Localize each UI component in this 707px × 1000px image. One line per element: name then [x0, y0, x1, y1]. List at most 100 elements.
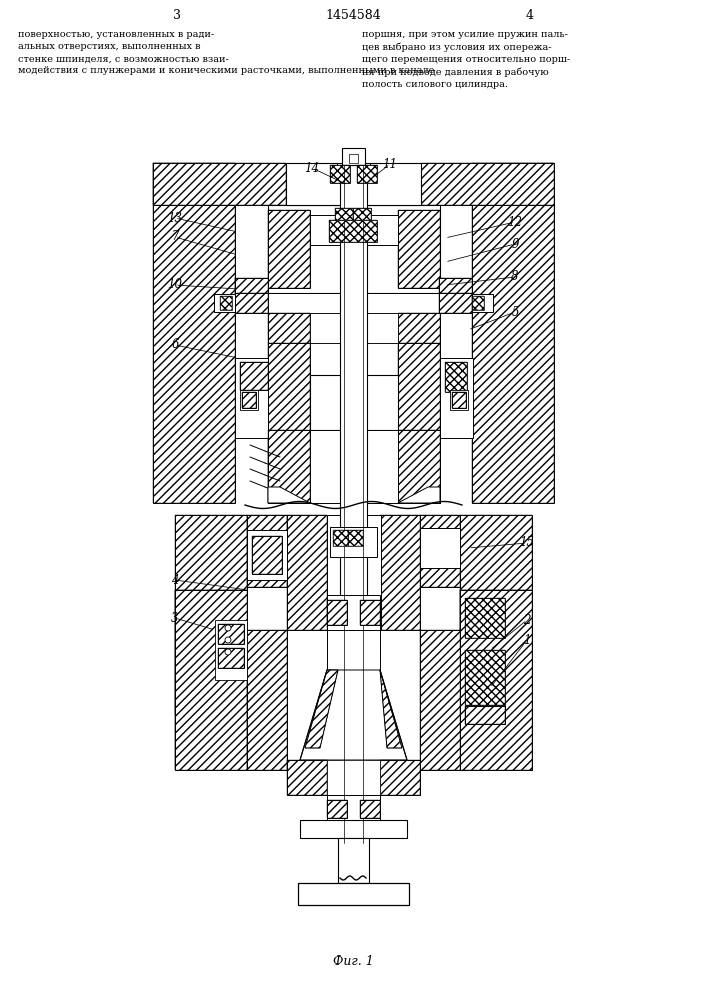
Bar	[398, 210, 440, 288]
Bar	[220, 296, 232, 310]
Bar	[460, 515, 532, 715]
Bar	[398, 343, 440, 503]
Bar	[465, 706, 505, 724]
Bar	[218, 624, 244, 644]
Bar	[327, 800, 347, 818]
Polygon shape	[380, 670, 402, 748]
Bar	[460, 590, 532, 770]
Bar	[472, 163, 554, 503]
Bar	[420, 630, 460, 770]
Bar	[240, 390, 258, 410]
Bar	[220, 296, 232, 310]
Bar	[175, 590, 247, 770]
Bar	[472, 163, 554, 503]
Polygon shape	[305, 670, 338, 748]
Bar	[268, 210, 310, 288]
Bar	[472, 294, 493, 312]
Bar	[327, 800, 347, 818]
Bar	[398, 313, 440, 343]
Bar	[175, 590, 247, 770]
Bar	[252, 536, 282, 574]
Bar	[357, 165, 377, 183]
Bar	[398, 343, 440, 503]
Circle shape	[225, 649, 231, 655]
Bar	[247, 630, 287, 770]
Bar	[445, 362, 467, 392]
Bar	[153, 163, 286, 205]
Bar	[235, 293, 472, 313]
Bar	[329, 220, 377, 242]
Bar	[398, 313, 440, 343]
Bar	[420, 630, 460, 770]
Bar	[327, 795, 380, 820]
Bar	[287, 760, 327, 795]
Bar	[327, 630, 380, 670]
Bar	[342, 148, 365, 165]
Bar	[380, 515, 420, 630]
Text: 1454584: 1454584	[325, 9, 381, 22]
Bar	[242, 392, 256, 408]
Bar	[268, 343, 310, 503]
Bar	[175, 515, 247, 715]
Text: 1: 1	[523, 634, 531, 647]
Bar	[330, 165, 350, 183]
Text: 4: 4	[526, 9, 534, 22]
Bar	[327, 760, 380, 795]
Text: 13: 13	[168, 212, 182, 225]
Bar	[247, 630, 287, 770]
Text: 15: 15	[520, 536, 534, 550]
Bar	[268, 430, 310, 503]
Bar	[340, 165, 367, 843]
Bar	[421, 163, 554, 205]
Text: 3: 3	[171, 611, 179, 624]
Bar	[298, 883, 409, 905]
Bar	[452, 392, 466, 408]
Bar	[465, 650, 505, 705]
Bar	[420, 515, 460, 587]
Bar	[357, 165, 377, 183]
Text: 5: 5	[511, 306, 519, 318]
Bar	[333, 530, 348, 546]
Bar	[235, 293, 268, 313]
Text: 12: 12	[508, 216, 522, 229]
Bar	[353, 208, 371, 220]
Bar	[252, 536, 282, 574]
Bar	[360, 600, 380, 625]
Bar	[465, 650, 505, 705]
Bar	[460, 590, 532, 770]
Bar	[218, 648, 244, 668]
Bar	[330, 165, 350, 183]
Bar	[287, 760, 420, 795]
Bar	[465, 706, 505, 724]
Bar	[335, 208, 353, 220]
Bar	[310, 215, 398, 245]
Bar	[337, 163, 370, 173]
Bar	[327, 600, 347, 625]
Bar	[175, 515, 247, 715]
Bar	[421, 163, 554, 205]
Bar	[398, 210, 440, 288]
Bar	[338, 838, 369, 883]
Text: 6: 6	[171, 338, 179, 352]
Bar	[214, 294, 235, 312]
Bar	[268, 430, 310, 503]
Bar	[153, 163, 235, 503]
Bar	[327, 595, 380, 630]
Text: 9: 9	[511, 237, 519, 250]
Bar	[235, 293, 268, 313]
Bar	[333, 530, 348, 546]
Text: 4: 4	[171, 574, 179, 586]
Bar	[310, 375, 398, 430]
Bar	[440, 358, 473, 438]
Bar	[268, 210, 310, 288]
Circle shape	[225, 637, 231, 643]
Bar	[380, 760, 420, 795]
Bar	[380, 760, 420, 795]
Bar	[268, 313, 440, 343]
Bar	[175, 590, 247, 770]
Text: 5: 5	[349, 880, 355, 890]
Bar	[247, 515, 287, 587]
Bar	[235, 358, 268, 438]
Bar	[235, 278, 268, 293]
Bar	[398, 430, 440, 503]
